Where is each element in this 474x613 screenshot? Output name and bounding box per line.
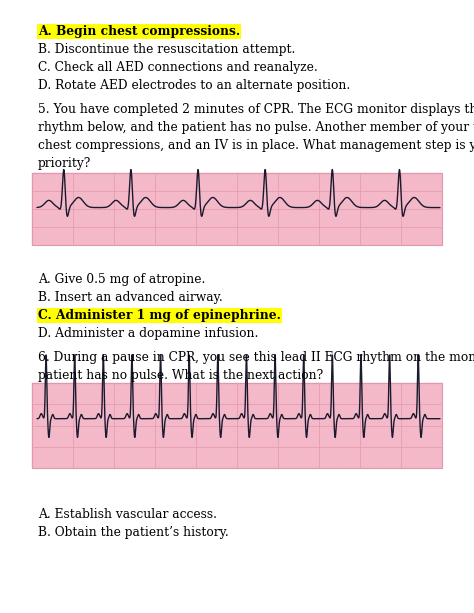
Text: D. Rotate AED electrodes to an alternate position.: D. Rotate AED electrodes to an alternate… bbox=[38, 79, 350, 92]
Bar bbox=[32, 383, 442, 468]
Text: A. Establish vascular access.: A. Establish vascular access. bbox=[38, 508, 217, 521]
Text: 6. During a pause in CPR, you see this lead II ECG rhythm on the monitor. The: 6. During a pause in CPR, you see this l… bbox=[38, 351, 474, 364]
Text: B. Insert an advanced airway.: B. Insert an advanced airway. bbox=[38, 291, 223, 304]
Text: rhythm below, and the patient has no pulse. Another member of your team resumes: rhythm below, and the patient has no pul… bbox=[38, 121, 474, 134]
Text: chest compressions, and an IV is in place. What management step is your next: chest compressions, and an IV is in plac… bbox=[38, 139, 474, 152]
Text: 5. You have completed 2 minutes of CPR. The ECG monitor displays the lead II: 5. You have completed 2 minutes of CPR. … bbox=[38, 103, 474, 116]
Text: C. Administer 1 mg of epinephrine.: C. Administer 1 mg of epinephrine. bbox=[38, 309, 281, 322]
Text: priority?: priority? bbox=[38, 157, 91, 170]
Text: B. Discontinue the resuscitation attempt.: B. Discontinue the resuscitation attempt… bbox=[38, 43, 295, 56]
Text: A. Give 0.5 mg of atropine.: A. Give 0.5 mg of atropine. bbox=[38, 273, 205, 286]
Text: A. Begin chest compressions.: A. Begin chest compressions. bbox=[38, 25, 240, 38]
Text: B. Obtain the patient’s history.: B. Obtain the patient’s history. bbox=[38, 526, 229, 539]
Text: patient has no pulse. What is the next action?: patient has no pulse. What is the next a… bbox=[38, 369, 323, 382]
Text: C. Check all AED connections and reanalyze.: C. Check all AED connections and reanaly… bbox=[38, 61, 318, 74]
Bar bbox=[32, 173, 442, 245]
Text: D. Administer a dopamine infusion.: D. Administer a dopamine infusion. bbox=[38, 327, 258, 340]
